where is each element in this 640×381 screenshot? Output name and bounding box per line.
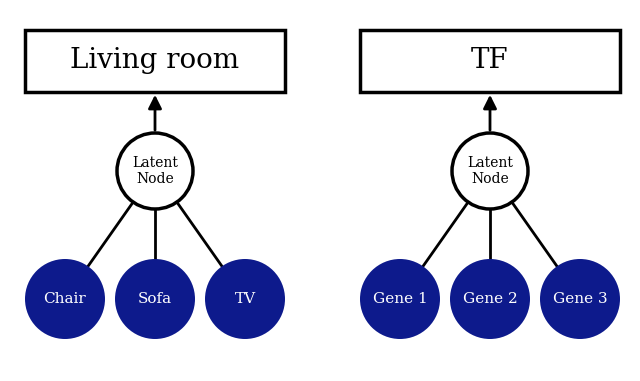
Ellipse shape bbox=[450, 259, 530, 339]
Text: Gene 3: Gene 3 bbox=[553, 292, 607, 306]
Ellipse shape bbox=[115, 259, 195, 339]
Ellipse shape bbox=[540, 259, 620, 339]
FancyBboxPatch shape bbox=[25, 30, 285, 92]
Ellipse shape bbox=[117, 133, 193, 209]
Ellipse shape bbox=[25, 259, 105, 339]
Text: Gene 1: Gene 1 bbox=[372, 292, 428, 306]
Text: Gene 2: Gene 2 bbox=[463, 292, 517, 306]
Ellipse shape bbox=[452, 133, 528, 209]
Text: Latent
Node: Latent Node bbox=[467, 156, 513, 186]
Text: Chair: Chair bbox=[44, 292, 86, 306]
Ellipse shape bbox=[360, 259, 440, 339]
Text: Sofa: Sofa bbox=[138, 292, 172, 306]
Ellipse shape bbox=[205, 259, 285, 339]
Text: TF: TF bbox=[471, 48, 509, 75]
FancyBboxPatch shape bbox=[360, 30, 620, 92]
Text: Living room: Living room bbox=[70, 48, 239, 75]
Text: Latent
Node: Latent Node bbox=[132, 156, 178, 186]
Text: TV: TV bbox=[234, 292, 255, 306]
